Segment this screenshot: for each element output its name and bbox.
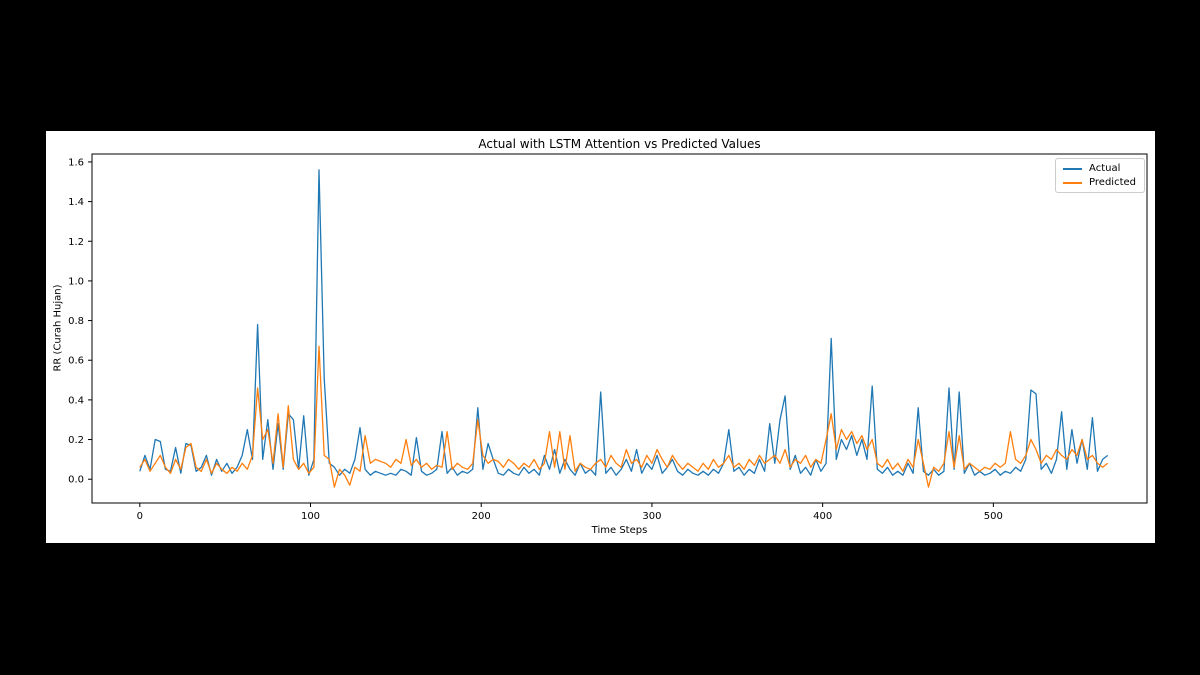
x-axis-label: Time Steps [591, 525, 648, 536]
legend: Actual Predicted [1055, 158, 1145, 193]
legend-label: Actual [1089, 163, 1121, 174]
y-tick-label: 1.6 [68, 157, 84, 168]
y-tick-label: 1.4 [68, 197, 84, 208]
x-tick-label: 500 [984, 511, 1003, 522]
y-tick-label: 0.4 [68, 395, 84, 406]
x-tick-label: 200 [472, 511, 491, 522]
y-tick-label: 0.0 [68, 475, 84, 486]
x-tick-label: 400 [813, 511, 832, 522]
y-tick-label: 0.2 [68, 435, 84, 446]
legend-swatch-actual [1063, 167, 1083, 170]
y-tick-label: 1.2 [68, 237, 84, 248]
legend-item-predicted: Predicted [1063, 177, 1136, 188]
x-tick-label: 100 [301, 511, 320, 522]
chart-figure: Actual with LSTM Attention vs Predicted … [46, 131, 1155, 543]
plot-area: 0 100 200 300 400 500 0.0 0.2 0.4 0.6 0.8 1.0 1.2 1.4… [68, 153, 1148, 522]
y-axis-label: RR (Curah Hujan) [52, 284, 64, 372]
axes-spines [91, 153, 1148, 504]
legend-label: Predicted [1089, 177, 1136, 188]
y-tick-label: 0.6 [68, 356, 84, 367]
actual-line-series [139, 169, 1109, 476]
y-tick-label: 1.0 [68, 276, 84, 287]
y-tick-label: 0.8 [68, 316, 84, 327]
legend-swatch-predicted [1063, 181, 1083, 184]
chart-title: Actual with LSTM Attention vs Predicted … [478, 137, 761, 151]
x-tick-label: 300 [642, 511, 661, 522]
predicted-line-series [139, 345, 1109, 488]
x-tick-label: 0 [137, 511, 143, 522]
legend-item-actual: Actual [1063, 163, 1136, 174]
